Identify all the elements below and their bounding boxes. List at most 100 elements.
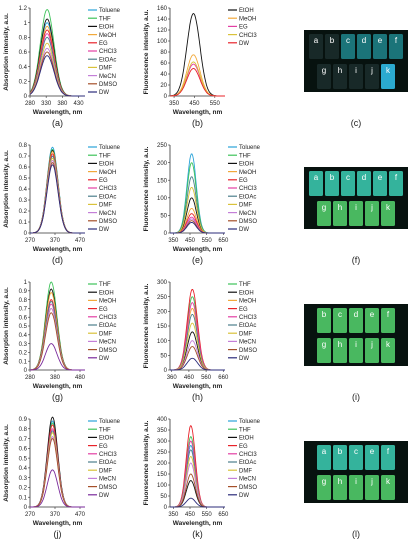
vial	[373, 171, 387, 196]
legend-label: DMSO	[99, 485, 117, 491]
legend-label: CHCl3	[239, 315, 257, 321]
legend-label: DMF	[99, 331, 112, 337]
y-axis-label: Absorption intensity, a.u.	[3, 287, 10, 365]
vial	[333, 201, 347, 226]
panel-h: 0 50 100 150 200 250 300 360 460 560 660 Wavelength…	[143, 280, 257, 402]
y-tick-label: 80	[160, 50, 167, 56]
panel-d: 0 0.1 0.2 0.3 0.4 0.5 0.6 0.7 0.8 270 370 470 Wavele…	[3, 143, 121, 265]
series-line-chcl3	[30, 155, 85, 234]
x-tick-label: 650	[218, 238, 229, 244]
x-tick-label: 450	[189, 101, 200, 107]
vial	[381, 475, 395, 500]
legend-label: MeCN	[99, 74, 116, 80]
y-tick-label: 150	[157, 324, 168, 330]
vial	[317, 445, 331, 470]
x-axis-label: Wavelength, nm	[173, 109, 223, 116]
y-tick-label: 150	[157, 178, 168, 184]
y-tick-label: 250	[157, 143, 168, 149]
vial-label: f	[387, 447, 390, 456]
vial-label: h	[338, 203, 342, 212]
panel-a: 0 0.2 0.4 0.6 0.8 1 1.2 280 330 380 430 Wavelength,…	[3, 6, 121, 128]
y-tick-label: 40	[160, 72, 167, 78]
legend-label: MeCN	[239, 477, 256, 483]
legend-label: EtOH	[239, 290, 254, 296]
vial-label: a	[314, 36, 319, 45]
series-line-dw	[30, 164, 85, 234]
x-tick-label: 270	[25, 512, 36, 518]
vial	[317, 475, 331, 500]
y-axis-label: Absorption intensity, a.u.	[3, 424, 10, 502]
vial-label: k	[386, 477, 391, 486]
vial-label: g	[322, 477, 326, 486]
legend-label: EG	[99, 444, 108, 450]
y-tick-label: 0.4	[19, 333, 28, 339]
vial	[309, 171, 323, 196]
vial-label: h	[338, 66, 342, 75]
series-line-mecn	[30, 159, 85, 234]
y-axis-label: Absorption intensity, a.u.	[3, 13, 10, 91]
y-tick-label: 0.7	[19, 154, 28, 160]
y-tick-label: 140	[157, 17, 168, 23]
y-tick-label: 0.2	[19, 80, 28, 86]
y-tick-label: 250	[157, 450, 168, 456]
legend-label: EG	[99, 41, 108, 47]
panel-letter: (b)	[192, 118, 203, 128]
panel-letter: (c)	[351, 118, 362, 128]
vial	[389, 34, 403, 59]
legend-label: DW	[99, 227, 109, 233]
series-line-dmf	[30, 157, 85, 234]
legend-label: THF	[239, 427, 251, 433]
y-tick-label: 0.5	[19, 456, 28, 462]
x-axis-label: Wavelength, nm	[33, 383, 83, 390]
series-line-etoac	[30, 155, 85, 234]
vial	[349, 201, 363, 226]
x-axis-label: Wavelength, nm	[33, 109, 83, 116]
series-line-dmf	[30, 432, 85, 508]
y-tick-label: 0	[164, 231, 168, 237]
x-tick-label: 450	[185, 512, 196, 518]
legend-label: MeCN	[239, 211, 256, 217]
y-axis-label: Fluorescence intensity, a.u.	[143, 9, 150, 94]
series-line-dw	[169, 68, 225, 97]
vial	[333, 475, 347, 500]
vial	[357, 171, 371, 196]
y-tick-label: 0.6	[19, 165, 28, 171]
series-line-dw	[170, 357, 225, 371]
legend-label: EtOAc	[239, 323, 256, 329]
x-tick-label: 430	[74, 101, 85, 107]
x-axis-label: Wavelength, nm	[173, 520, 223, 527]
vial	[317, 308, 331, 333]
legend-label: CHCl3	[239, 452, 257, 458]
y-tick-label: 200	[157, 461, 168, 467]
y-tick-label: 0.1	[19, 220, 28, 226]
x-tick-label: 380	[57, 101, 68, 107]
legend-label: Toluene	[239, 145, 261, 151]
vial-label: e	[370, 447, 375, 456]
y-axis-label: Absorption intensity, a.u.	[3, 150, 10, 228]
y-tick-label: 120	[157, 28, 168, 34]
legend-label: EtOH	[239, 162, 254, 168]
legend-label: THF	[99, 16, 111, 22]
y-axis-label: Fluorescence intensity, a.u.	[143, 420, 150, 505]
y-tick-label: 0.3	[19, 198, 28, 204]
vial-label: j	[370, 340, 373, 349]
legend-label: DMSO	[239, 219, 257, 225]
legend-label: Toluene	[99, 419, 121, 425]
x-axis-label: Wavelength, nm	[33, 520, 83, 527]
legend-label: EG	[99, 178, 108, 184]
legend-label: CHCl3	[239, 33, 257, 39]
legend-label: EtOH	[239, 8, 254, 14]
vial	[349, 475, 363, 500]
legend-label: MeCN	[99, 477, 116, 483]
legend-label: DMSO	[99, 82, 117, 88]
vial	[349, 64, 363, 89]
vial-label: b	[338, 447, 343, 456]
vial	[317, 338, 331, 363]
panel-l: a b c e f g h i j k (l)	[304, 441, 408, 539]
legend-label: DW	[99, 493, 109, 499]
y-tick-label: 0.4	[19, 187, 28, 193]
y-tick-label: 50	[160, 354, 167, 360]
vial-label: g	[322, 66, 326, 75]
y-tick-label: 0.8	[19, 36, 28, 42]
y-tick-label: 1	[24, 21, 28, 27]
